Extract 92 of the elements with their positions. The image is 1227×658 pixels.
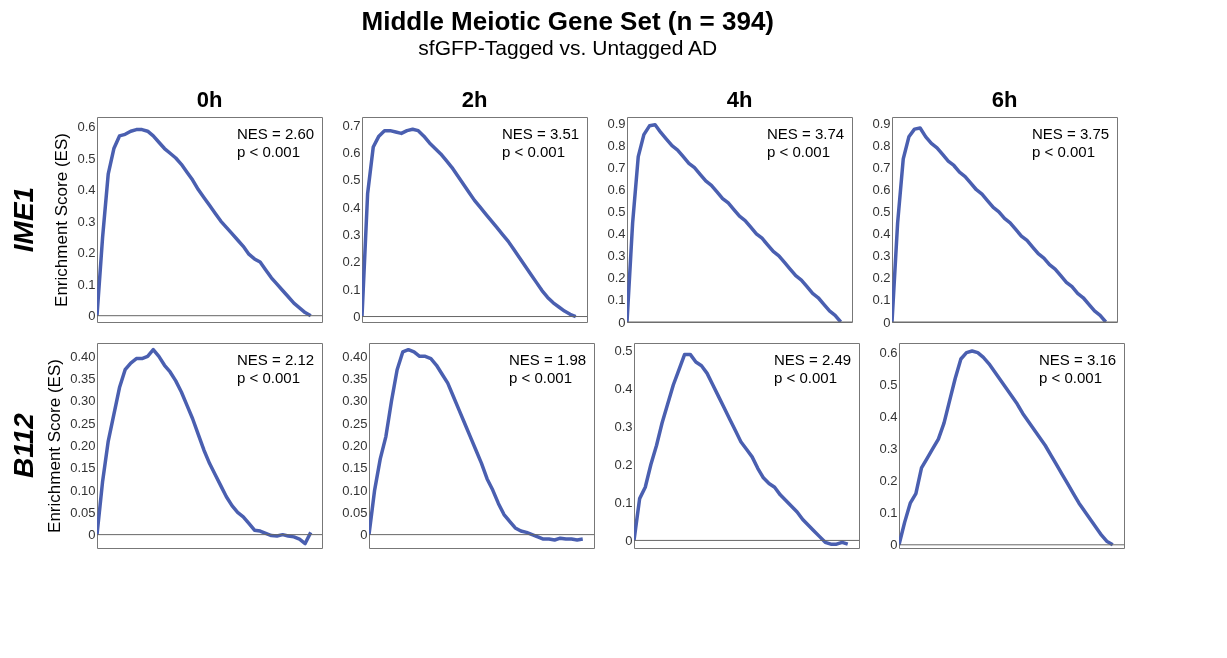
y-tick-label: 0.3 [607, 248, 626, 264]
y-tick-label: 0 [618, 314, 626, 330]
text: Middle Meiotic Gene Set (n = 394) [361, 5, 774, 36]
y-tick-label: 0.1 [607, 292, 626, 308]
y-tick-label: 0 [88, 527, 96, 543]
y-tick-label: 0.3 [872, 248, 891, 264]
y-tick-label: 0.2 [879, 473, 898, 489]
y-tick-label: 0.9 [607, 116, 626, 132]
y-tick-label: 0.4 [879, 409, 898, 425]
y-axis-title: Enrichment Score (ES) [45, 359, 65, 533]
y-tick-label: 0.4 [607, 226, 626, 242]
y-tick-label: 0.5 [872, 204, 891, 220]
y-axis-title: Enrichment Score (ES) [52, 133, 72, 307]
annotation: NES = 3.75 [1032, 125, 1110, 142]
y-tick-label: 0.25 [70, 415, 96, 431]
annotation: p < 0.001 [237, 143, 300, 160]
y-tick-label: 0.6 [872, 182, 891, 198]
y-tick-label: 0.9 [872, 116, 891, 132]
y-tick-label: 0.3 [342, 227, 361, 243]
y-tick-label: 0 [625, 532, 633, 548]
y-tick-label: 0.5 [77, 150, 96, 166]
y-tick-label: 0.4 [77, 182, 96, 198]
y-tick-label: 0 [88, 308, 96, 324]
y-tick-label: 0.4 [614, 381, 633, 397]
y-tick-label: 0.7 [872, 160, 891, 176]
chart-title: 4h [726, 87, 753, 112]
y-tick-label: 0.35 [342, 371, 368, 387]
y-tick-label: 0.2 [77, 245, 96, 261]
y-tick-label: 0.3 [879, 441, 898, 457]
y-tick-label: 0.40 [70, 348, 96, 364]
chart-title: 2h [461, 87, 488, 112]
y-tick-label: 0.5 [607, 204, 626, 220]
annotation: NES = 2.49 [774, 351, 852, 368]
y-tick-label: 0.6 [342, 145, 361, 161]
y-tick-label: 0.5 [879, 377, 898, 393]
y-tick-label: 0.2 [872, 270, 891, 286]
annotation: NES = 3.51 [502, 125, 580, 142]
annotation: p < 0.001 [767, 143, 830, 160]
y-tick-label: 0 [883, 314, 891, 330]
y-tick-label: 0.8 [872, 138, 891, 154]
annotation: p < 0.001 [502, 143, 565, 160]
y-tick-label: 0.8 [607, 138, 626, 154]
annotation: NES = 2.60 [237, 125, 315, 142]
y-tick-label: 0.1 [872, 292, 891, 308]
y-tick-label: 0.05 [70, 504, 96, 520]
y-tick-label: 0.7 [607, 160, 626, 176]
chart-title: 6h [991, 87, 1018, 112]
y-tick-label: 0.1 [879, 505, 898, 521]
text: sfGFP-Tagged vs. Untagged AD [418, 35, 718, 59]
y-tick-label: 0.40 [342, 348, 368, 364]
y-tick-label: 0.2 [342, 254, 361, 270]
annotation: p < 0.001 [1032, 143, 1095, 160]
y-tick-label: 0.35 [70, 371, 96, 387]
y-tick-label: 0.20 [342, 438, 368, 453]
y-tick-label: 0.3 [614, 419, 633, 435]
y-tick-label: 0.5 [342, 172, 361, 188]
y-tick-label: 0.15 [70, 460, 96, 476]
y-tick-label: 0.5 [614, 343, 633, 359]
y-tick-label: 0.4 [872, 226, 891, 242]
y-tick-label: 0.30 [342, 393, 368, 409]
y-tick-label: 0.3 [77, 213, 96, 229]
annotation: p < 0.001 [509, 369, 572, 386]
y-tick-label: 0 [353, 309, 361, 325]
chart-title: 0h [196, 87, 223, 112]
y-tick-label: 0 [890, 537, 898, 553]
y-tick-label: 0.6 [607, 182, 626, 198]
annotation: p < 0.001 [1039, 369, 1102, 386]
y-tick-label: 0.1 [342, 281, 361, 297]
y-tick-label: 0.10 [70, 482, 96, 498]
annotation: NES = 3.16 [1039, 351, 1117, 368]
y-tick-label: 0.10 [342, 482, 368, 498]
annotation: NES = 2.12 [237, 351, 315, 368]
y-tick-label: 0 [360, 527, 368, 543]
y-tick-label: 0.7 [342, 117, 361, 133]
text: IME1 [8, 186, 39, 253]
annotation: p < 0.001 [774, 369, 837, 386]
y-tick-label: 0.2 [607, 270, 626, 286]
y-tick-label: 0.15 [342, 460, 368, 476]
y-tick-label: 0.25 [342, 415, 368, 431]
y-tick-label: 0.6 [77, 118, 96, 134]
annotation: p < 0.001 [237, 369, 300, 386]
y-tick-label: 0.1 [77, 276, 96, 292]
y-tick-label: 0.20 [70, 438, 96, 453]
y-tick-label: 0.4 [342, 199, 361, 215]
annotation: NES = 3.74 [767, 125, 845, 142]
y-tick-label: 0.1 [614, 494, 633, 510]
y-tick-label: 0.6 [879, 345, 898, 361]
y-tick-label: 0.2 [614, 456, 633, 472]
y-tick-label: 0.30 [70, 393, 96, 409]
y-tick-label: 0.05 [342, 504, 368, 520]
annotation: NES = 1.98 [509, 351, 587, 368]
text: B112 [8, 412, 39, 478]
